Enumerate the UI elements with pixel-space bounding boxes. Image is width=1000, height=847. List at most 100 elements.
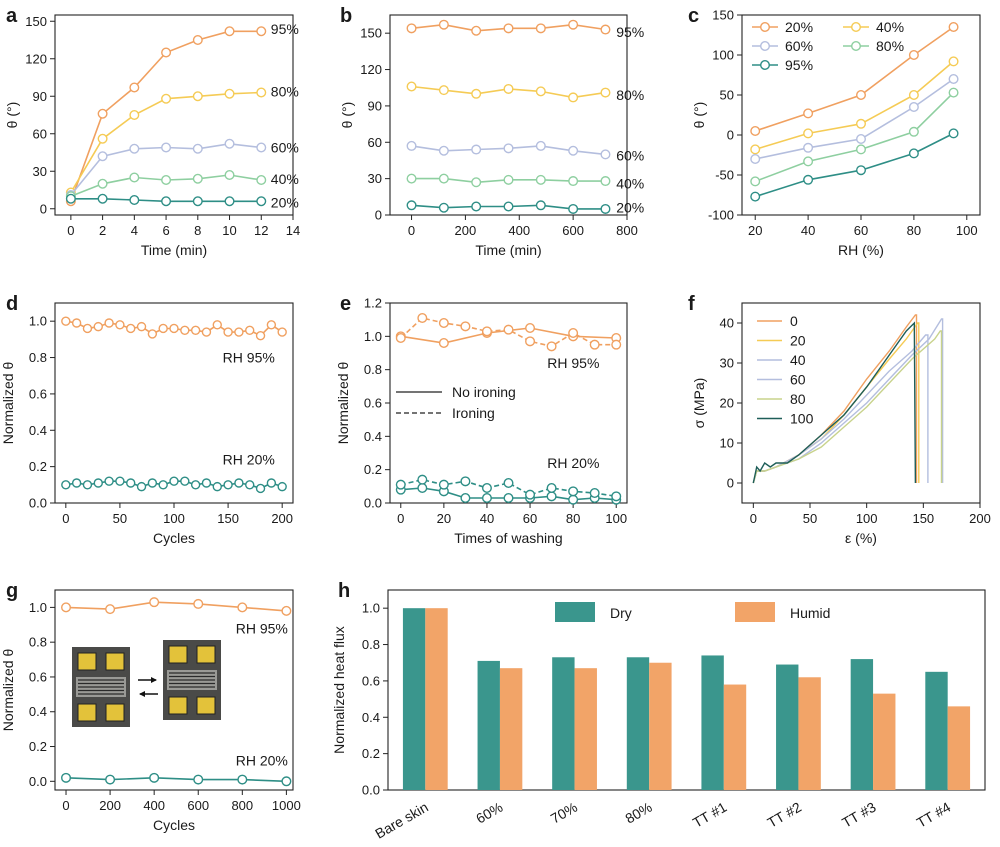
data-point <box>503 23 514 34</box>
panel-e: e 0.0 0.2 0.4 0.6 0.8 1.0 1.2 0 20 40 60 80 100 Times … <box>335 293 628 546</box>
data-point <box>535 23 546 34</box>
data-point <box>438 479 449 490</box>
data-point <box>908 148 919 159</box>
data-point <box>589 339 600 350</box>
data-point <box>147 329 158 339</box>
data-point <box>129 143 140 154</box>
data-point <box>277 327 287 337</box>
data-point <box>803 142 814 153</box>
bar-dry-5 <box>776 664 799 790</box>
data-point <box>97 151 108 162</box>
x-tick-label: 20 <box>437 511 451 526</box>
legend-label: 80% <box>876 38 904 54</box>
data-point <box>417 483 428 494</box>
x-tick-label: 12 <box>254 223 268 238</box>
y-tick-label: 1.0 <box>362 601 380 616</box>
data-point <box>255 331 266 341</box>
data-point <box>856 133 867 144</box>
data-point <box>803 128 814 139</box>
data-point <box>161 142 172 153</box>
y-axis-label: Normalized heat flux <box>331 626 347 754</box>
data-point <box>460 321 471 332</box>
legend-marker <box>760 60 771 71</box>
y-tick-label: 150 <box>25 14 47 29</box>
x-tick-label: 150 <box>912 511 934 526</box>
x-tick-label: 60 <box>854 223 868 238</box>
y-tick-label: 0.8 <box>364 362 382 377</box>
y-tick-label: 0.4 <box>362 710 380 725</box>
data-point <box>908 126 919 137</box>
panel-g: g 0.0 0.2 0.4 0.6 0.8 1.0 0 200 400 600 800 1000 Cycl… <box>0 580 301 833</box>
data-point <box>481 326 492 337</box>
data-point <box>438 202 449 213</box>
data-point <box>234 327 244 337</box>
data-point <box>180 476 190 486</box>
y-tick-label: 50 <box>720 88 734 103</box>
data-point <box>503 324 514 335</box>
y-tick-label: 100 <box>712 48 734 63</box>
data-point <box>750 176 761 187</box>
bar-dry-0 <box>402 608 426 790</box>
x-tick-label: 100 <box>956 223 978 238</box>
data-point <box>224 196 235 207</box>
clamp-pad <box>196 696 216 715</box>
x-tick-label: 0 <box>408 223 415 238</box>
data-point <box>190 325 201 335</box>
x-tick-label: 8 <box>194 223 201 238</box>
data-point <box>266 478 277 488</box>
y-tick-label: 40 <box>720 316 734 331</box>
x-tick-label: 50 <box>113 511 127 526</box>
x-tick-label: 2 <box>99 223 106 238</box>
data-point <box>212 320 222 330</box>
sample-relaxed <box>72 647 130 727</box>
panel-b: b 0 30 60 90 120 150 0 200 400 600 800 Time (min) θ (… <box>339 5 644 258</box>
data-point <box>129 82 140 93</box>
data-point <box>136 321 147 332</box>
y-tick-label: 60 <box>33 126 47 141</box>
data-point <box>190 480 201 490</box>
data-point <box>471 144 482 155</box>
panel-label-f: f <box>688 293 695 315</box>
x-tick-label: 400 <box>143 798 165 813</box>
y-tick-label: 20 <box>720 396 734 411</box>
y-tick-label: -100 <box>708 208 734 223</box>
y-tick-label: 60 <box>368 135 382 150</box>
legend-label: 20% <box>785 19 813 35</box>
panel-label-g: g <box>6 580 18 602</box>
x-tick-label: 0 <box>750 511 757 526</box>
y-tick-label: 0.8 <box>29 635 47 650</box>
data-point <box>129 109 140 120</box>
data-point <box>503 478 514 489</box>
x-axis-label: Time (min) <box>475 242 541 258</box>
data-point <box>97 133 108 144</box>
legend-label: 60% <box>785 38 813 54</box>
series-line-f-1 <box>752 322 920 484</box>
plot-frame <box>741 302 981 504</box>
x-axis-label: ε (%) <box>845 530 877 546</box>
category-label: TT #4 <box>914 799 954 831</box>
x-tick-label: 14 <box>286 223 300 238</box>
data-point <box>245 480 255 490</box>
data-point <box>471 88 482 99</box>
plot-frame <box>54 14 294 216</box>
data-point <box>948 73 959 84</box>
data-point <box>908 50 919 61</box>
data-point <box>856 118 867 129</box>
clamp-pad <box>105 703 125 722</box>
data-point <box>908 89 919 100</box>
annotation-label: 95% <box>616 24 644 40</box>
x-tick-label: 800 <box>231 798 253 813</box>
y-tick-label: 0.2 <box>29 459 47 474</box>
x-tick-label: 200 <box>455 223 477 238</box>
data-point <box>105 604 116 615</box>
data-point <box>438 19 449 30</box>
legend-label: 95% <box>785 57 813 73</box>
data-point <box>97 193 108 204</box>
clamp-pad <box>77 703 97 722</box>
data-point <box>266 320 277 330</box>
data-point <box>71 318 82 328</box>
data-point <box>535 200 546 211</box>
data-point <box>611 339 622 350</box>
data-point <box>192 143 203 154</box>
y-tick-label: 0.0 <box>29 496 47 511</box>
